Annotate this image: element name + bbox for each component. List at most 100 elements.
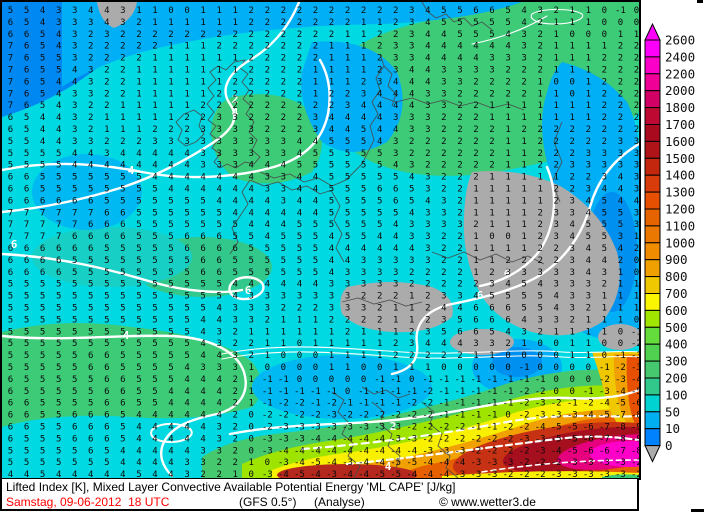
svg-text:3: 3 bbox=[361, 256, 366, 266]
svg-text:4: 4 bbox=[200, 423, 205, 433]
svg-text:4: 4 bbox=[409, 208, 414, 218]
svg-text:4: 4 bbox=[200, 387, 205, 397]
svg-text:3: 3 bbox=[281, 185, 286, 195]
svg-text:5: 5 bbox=[104, 244, 109, 254]
svg-text:-3: -3 bbox=[535, 399, 546, 409]
svg-text:3: 3 bbox=[553, 232, 558, 242]
svg-text:4: 4 bbox=[40, 113, 45, 123]
svg-text:3: 3 bbox=[602, 149, 607, 159]
svg-text:2: 2 bbox=[457, 185, 462, 195]
svg-text:2: 2 bbox=[313, 101, 318, 111]
svg-text:6: 6 bbox=[104, 387, 109, 397]
svg-text:1: 1 bbox=[586, 6, 591, 16]
svg-text:1200: 1200 bbox=[665, 202, 695, 217]
svg-text:4: 4 bbox=[281, 280, 286, 290]
svg-text:1: 1 bbox=[586, 89, 591, 99]
svg-text:2: 2 bbox=[473, 89, 478, 99]
svg-text:6: 6 bbox=[24, 423, 29, 433]
svg-text:-6: -6 bbox=[599, 446, 610, 456]
svg-text:-2: -2 bbox=[438, 434, 449, 444]
svg-text:2: 2 bbox=[265, 101, 270, 111]
svg-text:4: 4 bbox=[216, 173, 221, 183]
svg-text:3: 3 bbox=[232, 149, 237, 159]
svg-text:4: 4 bbox=[521, 18, 526, 28]
svg-text:1500: 1500 bbox=[665, 151, 695, 166]
svg-text:1: 1 bbox=[393, 315, 398, 325]
svg-text:6: 6 bbox=[377, 185, 382, 195]
svg-text:-1: -1 bbox=[358, 399, 369, 409]
svg-text:4: 4 bbox=[457, 54, 462, 64]
svg-text:5: 5 bbox=[40, 77, 45, 87]
svg-text:3: 3 bbox=[409, 220, 414, 230]
svg-text:-2: -2 bbox=[615, 363, 626, 373]
svg-text:3: 3 bbox=[216, 446, 221, 456]
svg-text:3: 3 bbox=[200, 161, 205, 171]
svg-text:1: 1 bbox=[505, 185, 510, 195]
svg-text:5: 5 bbox=[489, 30, 494, 40]
svg-text:6: 6 bbox=[24, 244, 29, 254]
svg-text:5: 5 bbox=[40, 173, 45, 183]
svg-text:2: 2 bbox=[297, 89, 302, 99]
svg-text:6: 6 bbox=[40, 256, 45, 266]
svg-text:5: 5 bbox=[104, 173, 109, 183]
svg-text:3: 3 bbox=[200, 137, 205, 147]
svg-text:2: 2 bbox=[249, 339, 254, 349]
caption-box: Lifted Index [K], Mixed Layer Convective… bbox=[0, 479, 639, 511]
svg-text:-2: -2 bbox=[631, 470, 639, 478]
svg-text:4: 4 bbox=[216, 196, 221, 206]
svg-text:2: 2 bbox=[393, 351, 398, 361]
svg-text:4: 4 bbox=[377, 89, 382, 99]
svg-text:3: 3 bbox=[425, 232, 430, 242]
svg-text:4: 4 bbox=[88, 149, 93, 159]
svg-text:6: 6 bbox=[120, 399, 125, 409]
svg-text:3: 3 bbox=[265, 304, 270, 314]
svg-text:6: 6 bbox=[489, 315, 494, 325]
svg-text:5: 5 bbox=[393, 173, 398, 183]
svg-text:2: 2 bbox=[489, 137, 494, 147]
svg-text:-3: -3 bbox=[278, 434, 289, 444]
svg-text:4: 4 bbox=[425, 77, 430, 87]
svg-text:5: 5 bbox=[72, 446, 77, 456]
svg-text:-1: -1 bbox=[519, 375, 530, 385]
svg-text:1: 1 bbox=[136, 6, 141, 16]
svg-text:5: 5 bbox=[24, 363, 29, 373]
svg-text:-1: -1 bbox=[535, 375, 546, 385]
svg-text:4: 4 bbox=[265, 161, 270, 171]
svg-text:2: 2 bbox=[570, 185, 575, 195]
svg-text:5: 5 bbox=[361, 137, 366, 147]
svg-text:-4: -4 bbox=[551, 446, 562, 456]
svg-text:3: 3 bbox=[393, 280, 398, 290]
svg-text:5: 5 bbox=[136, 244, 141, 254]
svg-text:-1: -1 bbox=[454, 411, 465, 421]
svg-text:3: 3 bbox=[232, 315, 237, 325]
svg-text:4: 4 bbox=[297, 196, 302, 206]
svg-text:4: 4 bbox=[586, 208, 591, 218]
svg-text:0: 0 bbox=[313, 375, 318, 385]
svg-text:5: 5 bbox=[72, 315, 77, 325]
svg-text:7: 7 bbox=[8, 89, 13, 99]
svg-text:1: 1 bbox=[505, 149, 510, 159]
svg-text:4: 4 bbox=[425, 196, 430, 206]
svg-text:-2: -2 bbox=[519, 446, 530, 456]
svg-text:5: 5 bbox=[40, 304, 45, 314]
svg-text:5: 5 bbox=[457, 18, 462, 28]
model-label: (GFS 0.5°) bbox=[239, 495, 296, 509]
svg-text:5: 5 bbox=[120, 244, 125, 254]
svg-text:5: 5 bbox=[602, 232, 607, 242]
svg-text:5: 5 bbox=[313, 256, 318, 266]
svg-text:5: 5 bbox=[345, 137, 350, 147]
svg-text:6: 6 bbox=[88, 244, 93, 254]
svg-text:2: 2 bbox=[537, 125, 542, 135]
svg-text:-2: -2 bbox=[503, 423, 514, 433]
svg-text:2600: 2600 bbox=[665, 33, 695, 48]
svg-text:5: 5 bbox=[184, 304, 189, 314]
svg-text:3: 3 bbox=[425, 208, 430, 218]
svg-text:2: 2 bbox=[409, 137, 414, 147]
svg-text:4: 4 bbox=[200, 411, 205, 421]
svg-text:1: 1 bbox=[473, 351, 478, 361]
svg-text:2: 2 bbox=[200, 470, 205, 478]
svg-text:3: 3 bbox=[88, 137, 93, 147]
svg-text:4: 4 bbox=[329, 256, 334, 266]
svg-text:-6: -6 bbox=[583, 434, 594, 444]
svg-text:5: 5 bbox=[72, 458, 77, 468]
